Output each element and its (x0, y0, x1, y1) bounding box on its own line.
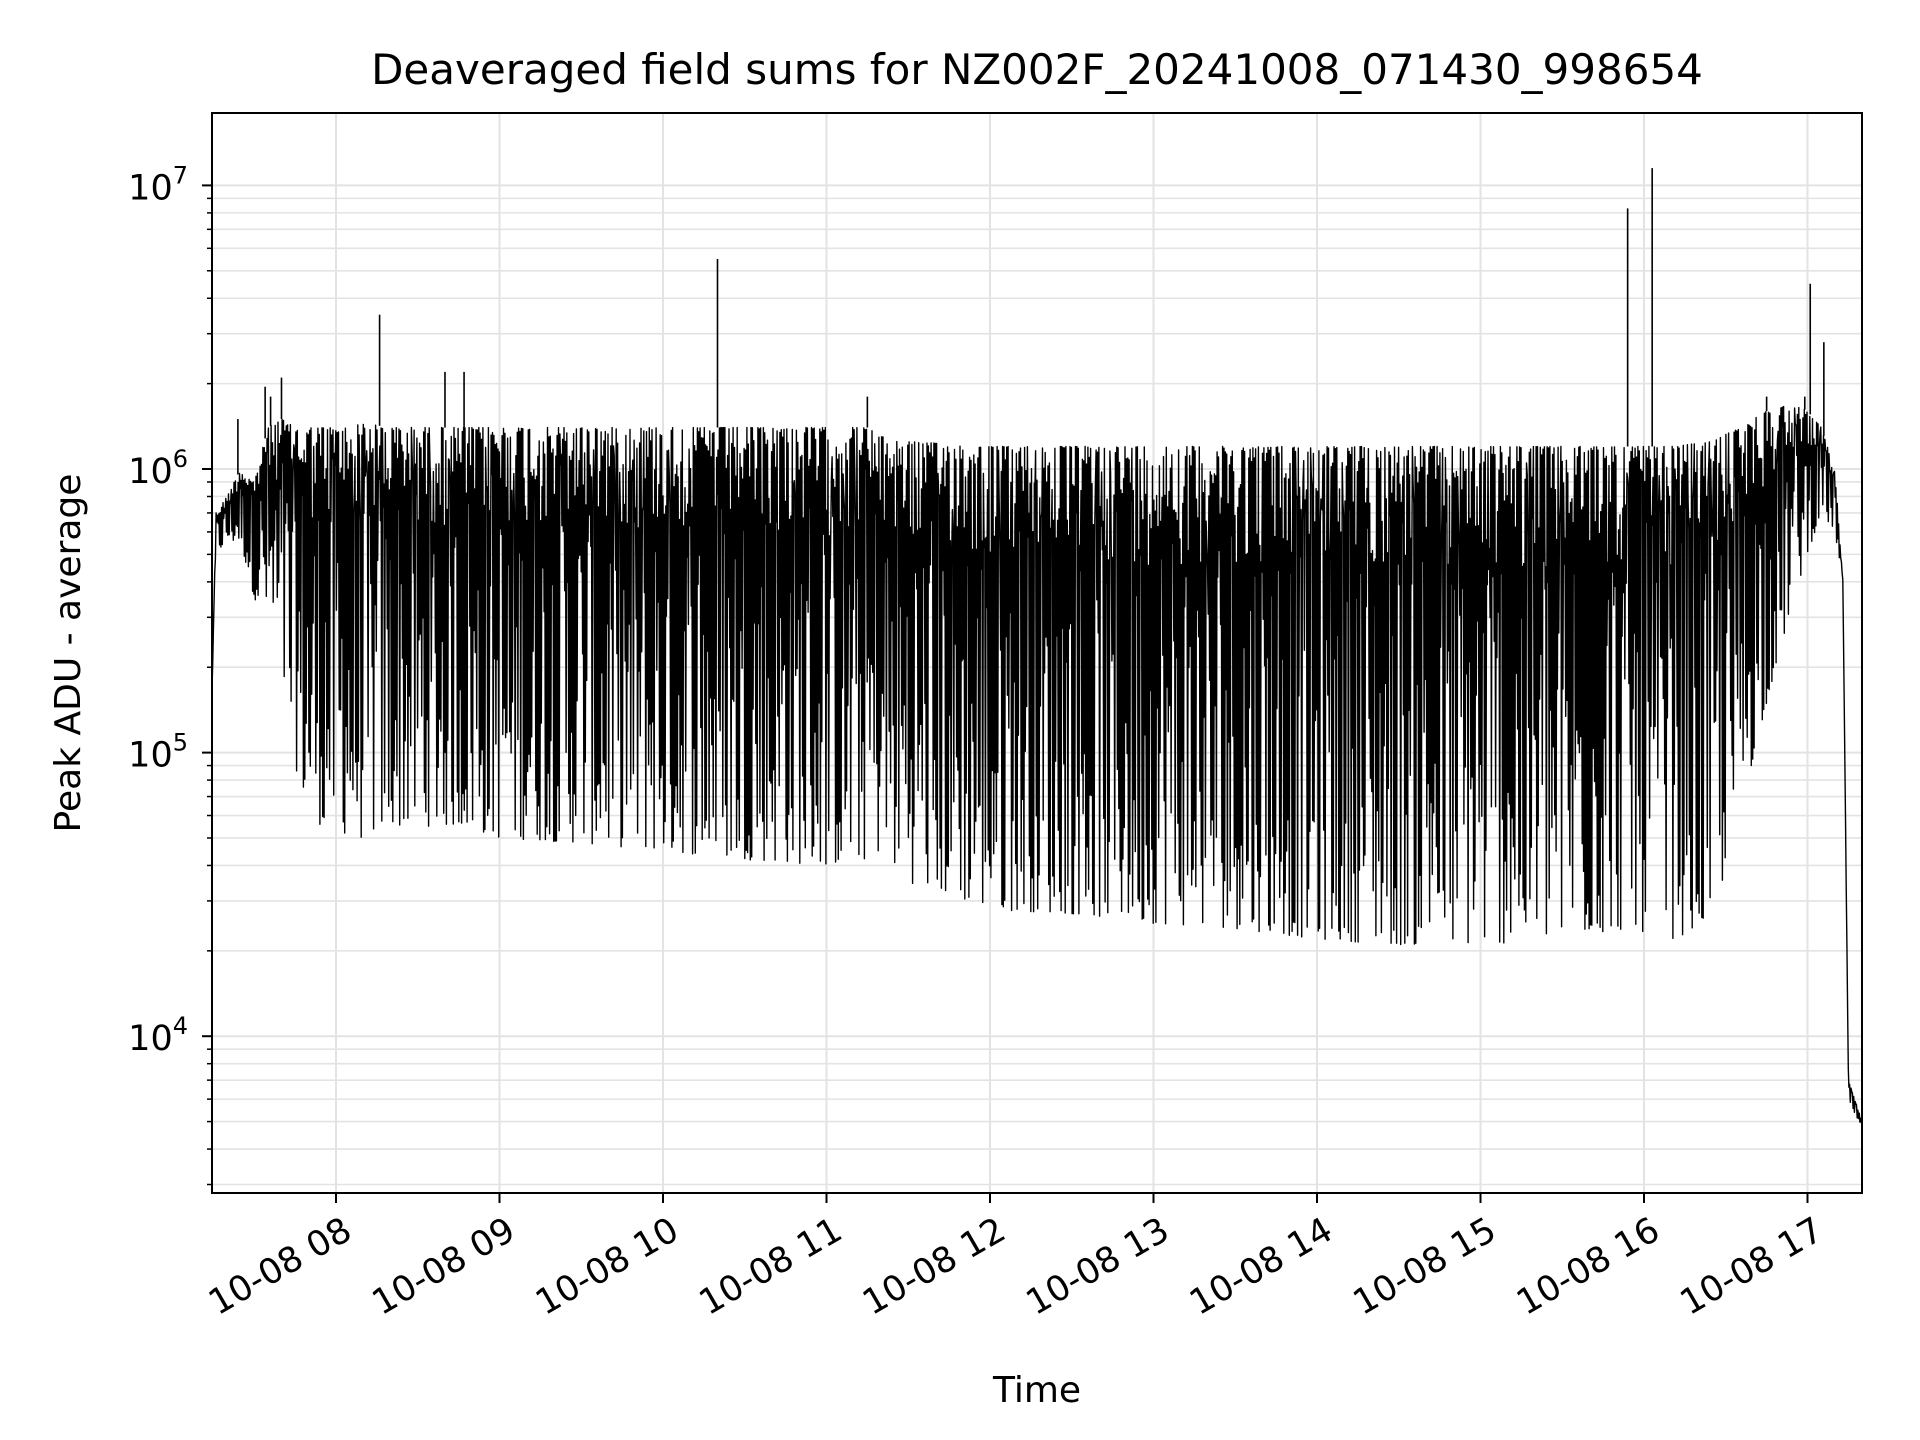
data-line (211, 405, 1863, 1125)
x-axis-label: Time (992, 1370, 1081, 1411)
y-axis-label: Peak ADU - average (48, 474, 89, 833)
plot-area (211, 168, 1863, 1125)
y-tick-label: 105 (128, 729, 188, 776)
y-tick-label: 104 (128, 1012, 188, 1059)
chart-title: Deaveraged field sums for NZ002F_2024100… (371, 45, 1703, 94)
y-tick-label: 106 (128, 445, 188, 492)
y-tick-label: 107 (128, 161, 188, 208)
plot-frame (211, 112, 1863, 1194)
y-axis: 104 105 106 107 (128, 161, 212, 1186)
